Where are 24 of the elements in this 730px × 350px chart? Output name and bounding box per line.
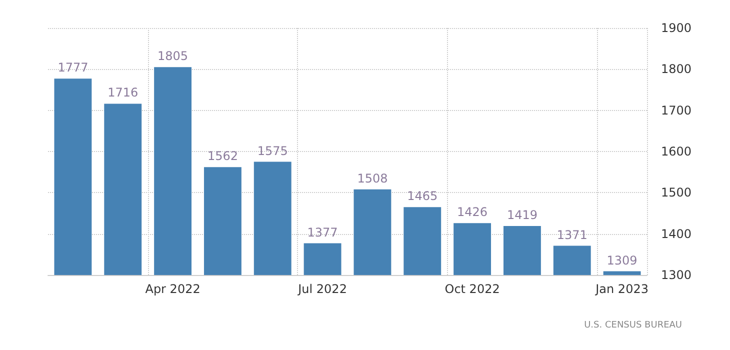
y-tick-label: 1400 — [661, 226, 692, 241]
y-tick-label: 1700 — [661, 103, 692, 118]
y-tick-label: 1600 — [661, 144, 692, 158]
data-label: 1309 — [606, 253, 638, 268]
data-label: 1562 — [207, 149, 238, 164]
x-tick-label: Jan 2023 — [594, 282, 648, 296]
y-tick-label: 1300 — [661, 268, 692, 282]
data-label: 1508 — [357, 171, 388, 186]
y-tick-label: 1800 — [661, 62, 692, 76]
x-tick-label: Oct 2022 — [444, 282, 500, 296]
data-label: 1465 — [407, 189, 438, 204]
data-label: 1371 — [556, 228, 588, 242]
text: U.S. CENSUS BUREAU — [584, 320, 682, 330]
data-label: 1716 — [108, 86, 138, 100]
x-tick-label: Apr 2022 — [145, 282, 200, 296]
data-label: 1575 — [257, 144, 288, 158]
x-tick-label: Jul 2022 — [297, 282, 347, 296]
y-tick-label: 1900 — [661, 21, 692, 35]
data-label: 1377 — [307, 225, 338, 240]
y-tick-label: 1500 — [661, 186, 692, 200]
data-label: 1419 — [506, 208, 538, 222]
data-label: 1805 — [158, 49, 188, 64]
data-label: 1426 — [457, 205, 488, 220]
data-label: 1777 — [58, 60, 88, 75]
